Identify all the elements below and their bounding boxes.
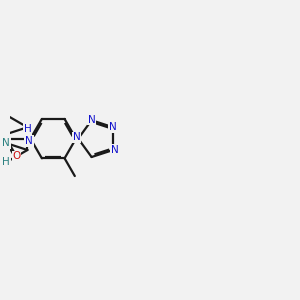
Text: N: N <box>25 136 33 146</box>
Text: N: N <box>73 132 81 142</box>
Text: O: O <box>12 152 21 161</box>
Text: N: N <box>109 122 117 132</box>
Text: H: H <box>24 124 32 134</box>
Text: N: N <box>88 115 95 124</box>
Text: N: N <box>111 145 119 155</box>
Text: H: H <box>2 157 10 167</box>
Text: N: N <box>2 138 10 148</box>
